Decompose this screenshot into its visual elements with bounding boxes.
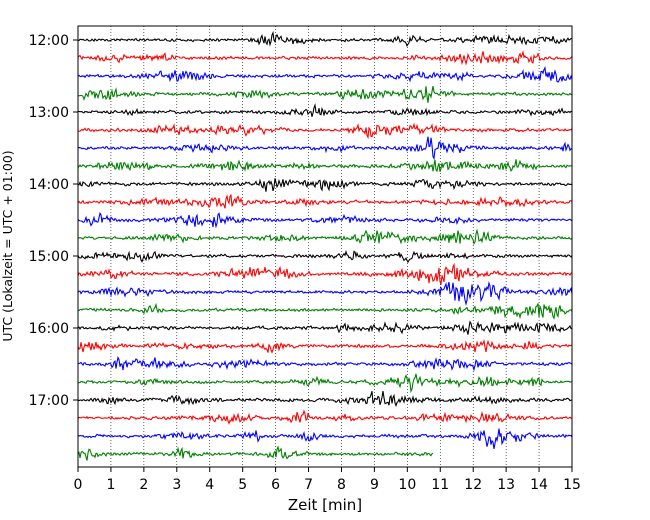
trace-23 <box>77 445 434 461</box>
x-tick-label-4: 4 <box>205 477 214 493</box>
x-axis-label: Zeit [min] <box>288 496 362 514</box>
trace-2 <box>77 65 573 83</box>
trace-22 <box>77 428 573 450</box>
x-tick-label-14: 14 <box>530 477 548 493</box>
x-tick-label-0: 0 <box>74 477 83 493</box>
trace-9 <box>77 193 573 209</box>
trace-4 <box>77 103 573 117</box>
plot-frame <box>77 25 573 468</box>
x-tick-label-1: 1 <box>106 477 115 493</box>
trace-17 <box>77 339 573 354</box>
y-tick-label-14:00: 14:00 <box>29 177 69 193</box>
x-axis-ticks: 0 1 2 3 4 5 6 7 8 9 10 11 12 13 14 15 <box>74 467 581 493</box>
trace-15 <box>77 302 573 320</box>
x-tick-label-6: 6 <box>271 477 280 493</box>
trace-21 <box>77 409 573 425</box>
trace-0 <box>77 30 573 48</box>
trace-8 <box>77 178 573 192</box>
y-axis-label: UTC (Lokalzeit = UTC + 01:00) <box>0 150 15 341</box>
trace-11 <box>77 228 573 246</box>
y-tick-label-13:00: 13:00 <box>29 105 69 121</box>
x-tick-label-9: 9 <box>370 477 379 493</box>
x-tick-label-3: 3 <box>172 477 181 493</box>
x-tick-label-2: 2 <box>139 477 148 493</box>
trace-19 <box>77 373 573 394</box>
trace-12 <box>77 249 573 264</box>
x-tick-label-15: 15 <box>563 477 581 493</box>
seismic-traces <box>77 30 573 461</box>
trace-3 <box>77 86 573 103</box>
trace-16 <box>77 320 573 335</box>
y-tick-label-17:00: 17:00 <box>29 393 69 409</box>
trace-5 <box>77 122 573 140</box>
x-tick-label-5: 5 <box>238 477 247 493</box>
y-tick-label-12:00: 12:00 <box>29 33 69 49</box>
x-tick-label-8: 8 <box>337 477 346 493</box>
trace-1 <box>77 50 573 66</box>
trace-20 <box>77 390 573 408</box>
x-tick-label-7: 7 <box>304 477 313 493</box>
y-tick-label-15:00: 15:00 <box>29 249 69 265</box>
y-tick-label-16:00: 16:00 <box>29 321 69 337</box>
x-tick-label-12: 12 <box>464 477 482 493</box>
trace-6 <box>77 136 573 161</box>
x-tick-label-11: 11 <box>431 477 449 493</box>
x-tick-label-13: 13 <box>497 477 515 493</box>
y-axis-ticks: 12:00 13:00 14:00 15:00 16:00 17:00 <box>29 33 78 409</box>
x-tick-label-10: 10 <box>398 477 416 493</box>
trace-10 <box>77 211 573 229</box>
trace-14 <box>77 281 573 306</box>
trace-7 <box>77 159 573 173</box>
trace-18 <box>77 355 573 372</box>
trace-13 <box>77 262 573 285</box>
